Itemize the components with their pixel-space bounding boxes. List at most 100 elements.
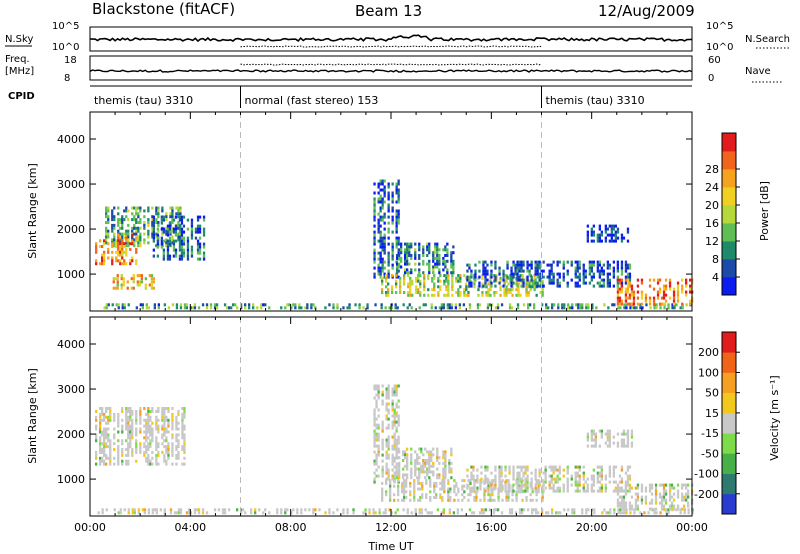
data-cell: [336, 508, 339, 512]
data-cell: [131, 229, 134, 233]
data-cell: [658, 290, 662, 294]
data-cell: [387, 254, 390, 258]
data-cell: [182, 236, 186, 240]
data-cell: [395, 212, 398, 216]
data-cell: [411, 282, 414, 286]
data-cell: [168, 236, 172, 240]
data-cell: [483, 493, 486, 497]
data-cell: [477, 293, 480, 297]
data-cell: [395, 405, 398, 409]
data-cell: [162, 227, 165, 231]
data-cell: [480, 508, 484, 512]
data-cell: [510, 281, 513, 285]
data-cell: [155, 221, 158, 224]
data-cell: [525, 498, 528, 502]
data-cell: [234, 303, 237, 307]
data-cell: [432, 447, 435, 451]
data-cell: [438, 262, 441, 266]
data-cell: [590, 483, 593, 487]
data-cell: [648, 483, 652, 487]
data-cell: [183, 306, 187, 310]
data-cell: [180, 233, 184, 237]
data-cell: [379, 257, 382, 261]
data-cell: [121, 459, 124, 463]
data-cell: [640, 296, 644, 300]
data-cell: [672, 504, 676, 508]
data-cell: [152, 218, 155, 222]
data-cell: [512, 281, 515, 285]
data-cell: [381, 429, 384, 433]
data-cell: [478, 284, 481, 288]
data-cell: [99, 439, 102, 443]
data-cell: [127, 410, 130, 413]
data-cell: [664, 492, 668, 496]
data-cell: [482, 284, 485, 288]
data-cell: [434, 306, 437, 310]
data-cell: [201, 508, 205, 512]
data-cell: [411, 293, 414, 297]
data-cell: [391, 194, 394, 198]
data-cell: [616, 293, 620, 297]
data-cell: [490, 489, 493, 493]
data-cell: [180, 230, 184, 234]
data-cell: [162, 248, 165, 252]
data-cell: [406, 259, 409, 263]
data-cell: [373, 200, 376, 204]
data-cell: [556, 477, 559, 481]
data-cell: [101, 456, 104, 460]
data-cell: [655, 303, 658, 307]
data-cell: [436, 265, 439, 269]
data-cell: [520, 465, 523, 469]
data-cell: [180, 257, 184, 261]
data-cell: [479, 498, 482, 502]
data-cell: [127, 418, 130, 422]
data-cell: [125, 209, 128, 213]
data-cell: [457, 279, 460, 283]
data-cell: [440, 511, 443, 515]
data-cell: [548, 465, 551, 469]
data-cell: [381, 179, 384, 183]
data-cell: [406, 459, 409, 462]
data-cell: [604, 230, 607, 234]
data-cell: [132, 280, 135, 284]
data-cell: [581, 511, 584, 515]
data-cell: [125, 421, 128, 425]
data-cell: [590, 438, 593, 442]
data-cell: [397, 423, 400, 427]
data-cell: [177, 427, 180, 431]
data-cell: [155, 232, 158, 236]
data-cell: [473, 484, 476, 488]
data-cell: [346, 306, 349, 310]
data-cell: [135, 415, 138, 419]
data-cell: [620, 495, 624, 499]
data-cell: [500, 486, 503, 490]
data-cell: [155, 212, 158, 216]
data-cell: [422, 271, 425, 275]
data-cell: [592, 480, 595, 484]
data-cell: [410, 271, 413, 275]
data-cell: [103, 448, 106, 451]
data-cell: [608, 465, 611, 469]
data-cell: [598, 281, 601, 285]
data-cell: [406, 467, 409, 471]
data-cell: [149, 424, 152, 428]
data-cell: [183, 439, 186, 443]
data-cell: [395, 441, 398, 445]
data-cell: [143, 511, 146, 515]
data-cell: [177, 412, 180, 416]
data-cell: [381, 402, 384, 406]
data-cell: [484, 272, 487, 276]
data-cell: [375, 426, 378, 430]
data-cell: [620, 465, 624, 469]
data-cell: [163, 412, 166, 416]
data-cell: [504, 474, 507, 478]
data-cell: [515, 490, 518, 494]
data-cell: [600, 269, 603, 273]
data-cell: [566, 269, 569, 273]
data-cell: [117, 223, 120, 227]
data-cell: [430, 459, 433, 462]
data-cell: [587, 508, 590, 512]
data-cell: [143, 232, 146, 236]
data-cell: [147, 412, 150, 416]
data-cell: [598, 263, 601, 267]
